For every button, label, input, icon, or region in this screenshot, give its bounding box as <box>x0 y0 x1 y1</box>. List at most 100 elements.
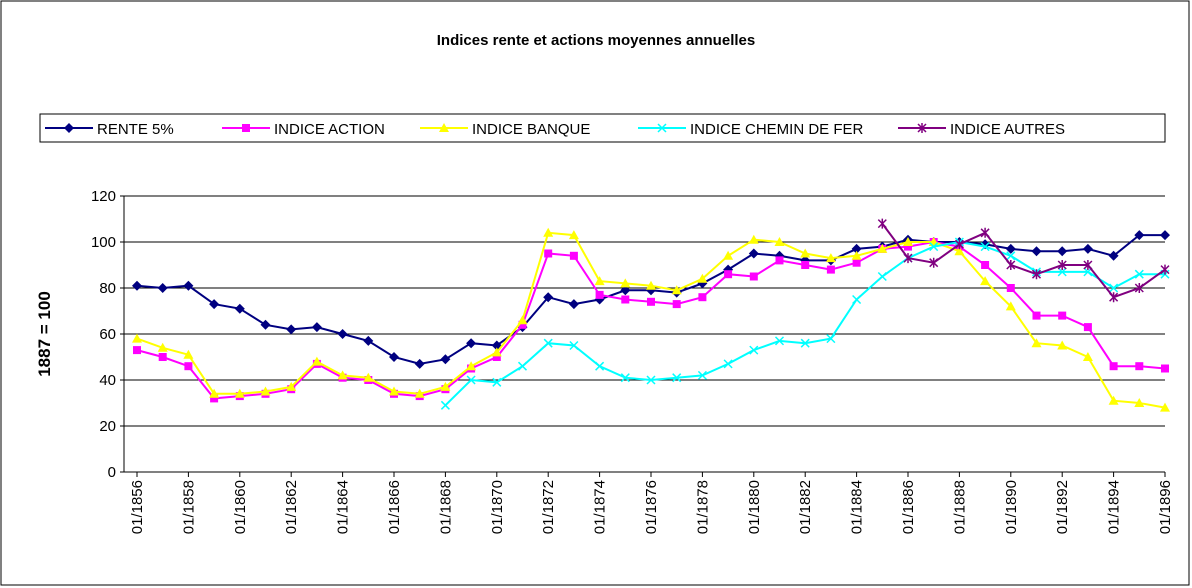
point <box>954 239 964 250</box>
point <box>621 295 630 304</box>
x-tick-label: 01/1892 <box>1054 480 1071 534</box>
point <box>877 243 888 253</box>
point <box>929 257 939 268</box>
point <box>1108 250 1119 261</box>
x-tick-label: 01/1886 <box>900 480 917 534</box>
point <box>698 293 707 302</box>
point <box>1057 246 1068 257</box>
point <box>671 285 682 295</box>
point <box>980 227 990 238</box>
point <box>133 346 141 355</box>
point <box>337 329 348 339</box>
x-tick-label: 01/1896 <box>1157 480 1174 534</box>
x-tick-label: 01/1866 <box>386 480 403 534</box>
point <box>209 388 220 398</box>
point <box>209 299 220 310</box>
point <box>903 237 913 246</box>
legend-label: RENTE 5% <box>97 121 174 138</box>
point <box>672 373 682 383</box>
point <box>672 300 681 309</box>
point <box>1135 362 1144 371</box>
point <box>389 386 399 396</box>
point <box>1031 269 1042 280</box>
point <box>1160 264 1170 275</box>
point <box>363 335 374 346</box>
point <box>543 338 553 348</box>
point <box>748 234 759 244</box>
legend-label: INDICE ACTION <box>274 121 385 138</box>
x-tick-label: 01/1876 <box>643 480 660 534</box>
legend-marker <box>64 123 74 133</box>
point <box>1083 323 1092 332</box>
y-axis-label: 1887 = 100 <box>35 291 54 377</box>
point <box>954 246 965 256</box>
point <box>1109 362 1118 371</box>
y-tick-label: 0 <box>108 464 116 481</box>
point <box>286 381 297 391</box>
point <box>1109 283 1119 293</box>
point <box>544 249 553 258</box>
point <box>904 242 912 251</box>
point <box>724 270 733 279</box>
point <box>517 315 528 325</box>
x-tick-label: 01/1874 <box>592 480 609 534</box>
point <box>491 347 502 357</box>
y-tick-label: 120 <box>91 188 116 205</box>
x-tick-label: 01/1856 <box>129 480 146 534</box>
y-tick-label: 60 <box>99 326 116 343</box>
point <box>1057 340 1068 350</box>
point <box>337 370 348 380</box>
point <box>1005 243 1016 254</box>
legend-label: INDICE AUTRES <box>950 121 1065 138</box>
point <box>903 253 913 264</box>
point <box>440 400 450 410</box>
point <box>1006 284 1015 292</box>
point <box>1058 311 1067 320</box>
point <box>492 353 501 361</box>
point <box>569 251 578 260</box>
x-tick-label: 01/1858 <box>180 480 197 534</box>
point <box>1082 352 1093 361</box>
point <box>311 322 322 333</box>
legend-label: INDICE BANQUE <box>472 121 590 138</box>
x-tick-label: 01/1890 <box>1003 480 1020 534</box>
y-tick-label: 40 <box>99 372 116 389</box>
point <box>543 292 554 303</box>
point <box>1134 230 1145 241</box>
point <box>518 320 527 329</box>
point <box>157 283 168 293</box>
x-tick-label: 01/1868 <box>437 480 454 534</box>
point <box>158 353 167 361</box>
x-tick-label: 01/1864 <box>335 480 352 534</box>
point <box>414 358 425 369</box>
point <box>466 375 476 385</box>
point <box>774 336 785 346</box>
x-tick-label: 01/1860 <box>232 480 249 534</box>
x-tick-label: 01/1880 <box>746 480 763 534</box>
point <box>826 334 836 344</box>
point <box>363 372 374 382</box>
point <box>620 285 631 296</box>
legend-marker <box>242 124 250 132</box>
point <box>594 276 605 286</box>
point <box>389 352 399 362</box>
point <box>260 386 271 396</box>
point <box>1109 292 1119 303</box>
point <box>568 230 579 240</box>
point <box>595 361 605 371</box>
point <box>1083 260 1093 270</box>
point <box>980 242 990 252</box>
point <box>1134 269 1144 279</box>
point <box>1160 402 1170 412</box>
x-tick-label: 01/1888 <box>951 480 968 534</box>
point <box>646 375 656 385</box>
point <box>825 253 836 263</box>
x-tick-label: 01/1862 <box>283 480 300 534</box>
point <box>775 256 784 265</box>
point <box>697 370 707 380</box>
point <box>749 345 759 355</box>
y-tick-label: 80 <box>99 280 116 297</box>
point <box>801 261 810 269</box>
point <box>311 356 322 366</box>
point <box>620 373 630 383</box>
